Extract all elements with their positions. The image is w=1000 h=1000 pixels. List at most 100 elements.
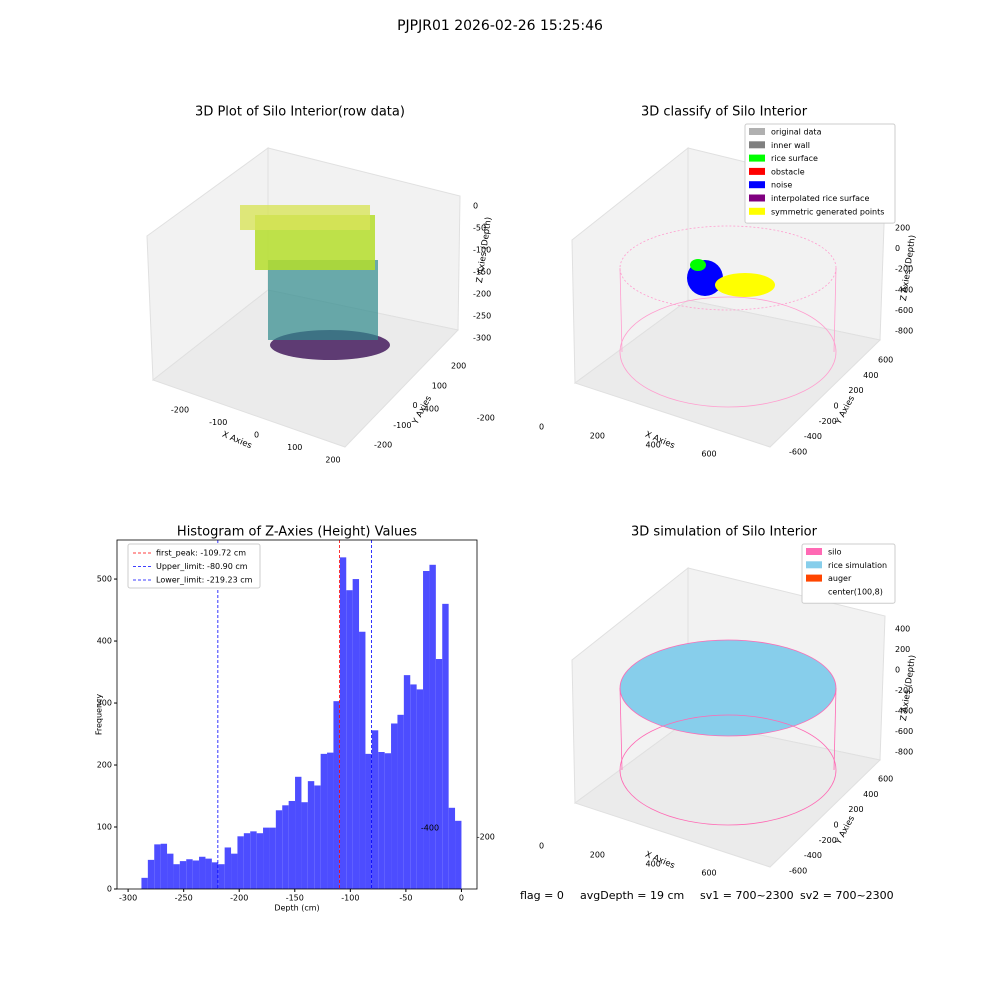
z-tick-label: 200 <box>895 645 910 654</box>
bar <box>186 859 193 889</box>
bar <box>192 860 200 889</box>
bar <box>435 659 443 889</box>
legend-label: interpolated rice surface <box>771 194 869 203</box>
y-tick-label: -600 <box>789 448 807 457</box>
bar <box>314 785 321 889</box>
x-tick-label: 600 <box>701 869 716 878</box>
legend-box <box>744 123 896 224</box>
chart-title: 3D classify of Silo Interior <box>641 105 808 120</box>
x-tick-label: -200 <box>171 406 189 415</box>
bar <box>320 753 328 889</box>
legend-swatch <box>749 181 765 189</box>
legend-label: symmetric generated points <box>771 207 884 216</box>
y-tick-label: 500 <box>97 575 112 584</box>
y-tick-label: 400 <box>97 637 112 646</box>
y-tick-label: 200 <box>848 805 863 814</box>
bar <box>263 827 270 889</box>
bar <box>339 557 347 889</box>
legend-swatch <box>749 194 765 202</box>
bar <box>352 579 360 889</box>
x-tick-label: -200 <box>477 414 495 423</box>
x-tick-label: 200 <box>590 851 605 860</box>
chart-title: Histogram of Z-Axies (Height) Values <box>177 525 417 540</box>
legend-label: first_peak: -109.72 cm <box>156 549 246 558</box>
legend-label: Lower_limit: -219.23 cm <box>156 576 253 585</box>
x-axis-label: X Axies <box>220 430 253 452</box>
bar <box>307 781 315 889</box>
legend-box <box>127 543 261 589</box>
point-cloud <box>240 205 390 360</box>
bar <box>147 859 155 889</box>
z-tick-label: -600 <box>895 306 913 315</box>
legend-swatch <box>749 167 765 175</box>
x-tick-label: -100 <box>209 418 227 427</box>
y-axis-label: Y Axies <box>833 814 857 847</box>
y-tick-label: 0 <box>413 401 418 410</box>
bar <box>250 831 257 889</box>
z-tick-label: -200 <box>473 290 491 299</box>
x-tick-label: 400 <box>646 860 661 869</box>
x-tick-label: 0 <box>539 423 544 432</box>
bar <box>269 827 276 889</box>
bar <box>205 858 212 889</box>
footer-text: flag = 0 <box>520 889 564 902</box>
legend-swatch <box>806 587 822 595</box>
legend-label: inner wall <box>771 141 810 150</box>
legend-swatch <box>749 141 765 149</box>
bar <box>218 864 225 889</box>
y-tick-label: -100 <box>393 421 411 430</box>
chart-title: 3D Plot of Silo Interior(row data) <box>195 105 405 120</box>
bar <box>423 570 430 889</box>
bar <box>211 862 219 889</box>
figure-title: PJPJR01 2026-02-26 15:25:46 <box>397 18 603 34</box>
bar <box>160 843 168 889</box>
bar <box>173 864 180 889</box>
bar <box>256 833 264 889</box>
z-tick-label: 0 <box>895 244 900 253</box>
z-tick-label: -200 <box>895 265 913 274</box>
bar <box>199 856 206 889</box>
bar <box>448 807 456 889</box>
y-tick-label: 0 <box>834 821 839 830</box>
y-tick-label: 0 <box>834 402 839 411</box>
bar <box>410 684 417 889</box>
x-tick-label: 0 <box>459 894 464 903</box>
classified-points <box>687 259 775 297</box>
z-tick-label: -400 <box>895 285 913 294</box>
y-tick-label: 100 <box>432 381 447 390</box>
z-tick-label: 0 <box>473 202 478 211</box>
bar <box>167 853 174 889</box>
chart-title: 3D simulation of Silo Interior <box>631 525 818 540</box>
bar <box>359 631 366 889</box>
bar <box>346 590 353 889</box>
legend-label: Upper_limit: -80.90 cm <box>156 562 248 571</box>
x-tick-label: 400 <box>646 441 661 450</box>
bar <box>224 847 232 889</box>
z-tick-label: -50 <box>473 224 486 233</box>
bar <box>231 853 238 889</box>
x-tick-label: 0 <box>539 842 544 851</box>
y-tick-label: 400 <box>863 371 878 380</box>
legend-label: center(100,8) <box>828 587 883 596</box>
z-tick-label: -200 <box>895 686 913 695</box>
y-tick-label: -200 <box>374 441 392 450</box>
y-tick-label: 300 <box>97 699 112 708</box>
legend-label: auger <box>828 574 852 583</box>
x-tick-label: -50 <box>399 894 412 903</box>
z-tick-label: 0 <box>895 666 900 675</box>
bar <box>416 689 424 889</box>
bar <box>237 836 244 889</box>
x-tick-label: 600 <box>701 450 716 459</box>
x-tick-label: -250 <box>175 894 193 903</box>
y-tick-label: -200 <box>819 836 837 845</box>
x-tick-label: 100 <box>287 443 302 452</box>
legend-label: silo <box>828 548 842 557</box>
bar <box>154 844 161 889</box>
bar <box>141 877 148 889</box>
bar <box>295 776 302 889</box>
footer-text: avgDepth = 19 cm <box>580 889 684 902</box>
x-tick-label: 200 <box>590 432 605 441</box>
bar <box>384 753 392 889</box>
legend-swatch <box>806 561 822 569</box>
bar <box>429 564 436 889</box>
